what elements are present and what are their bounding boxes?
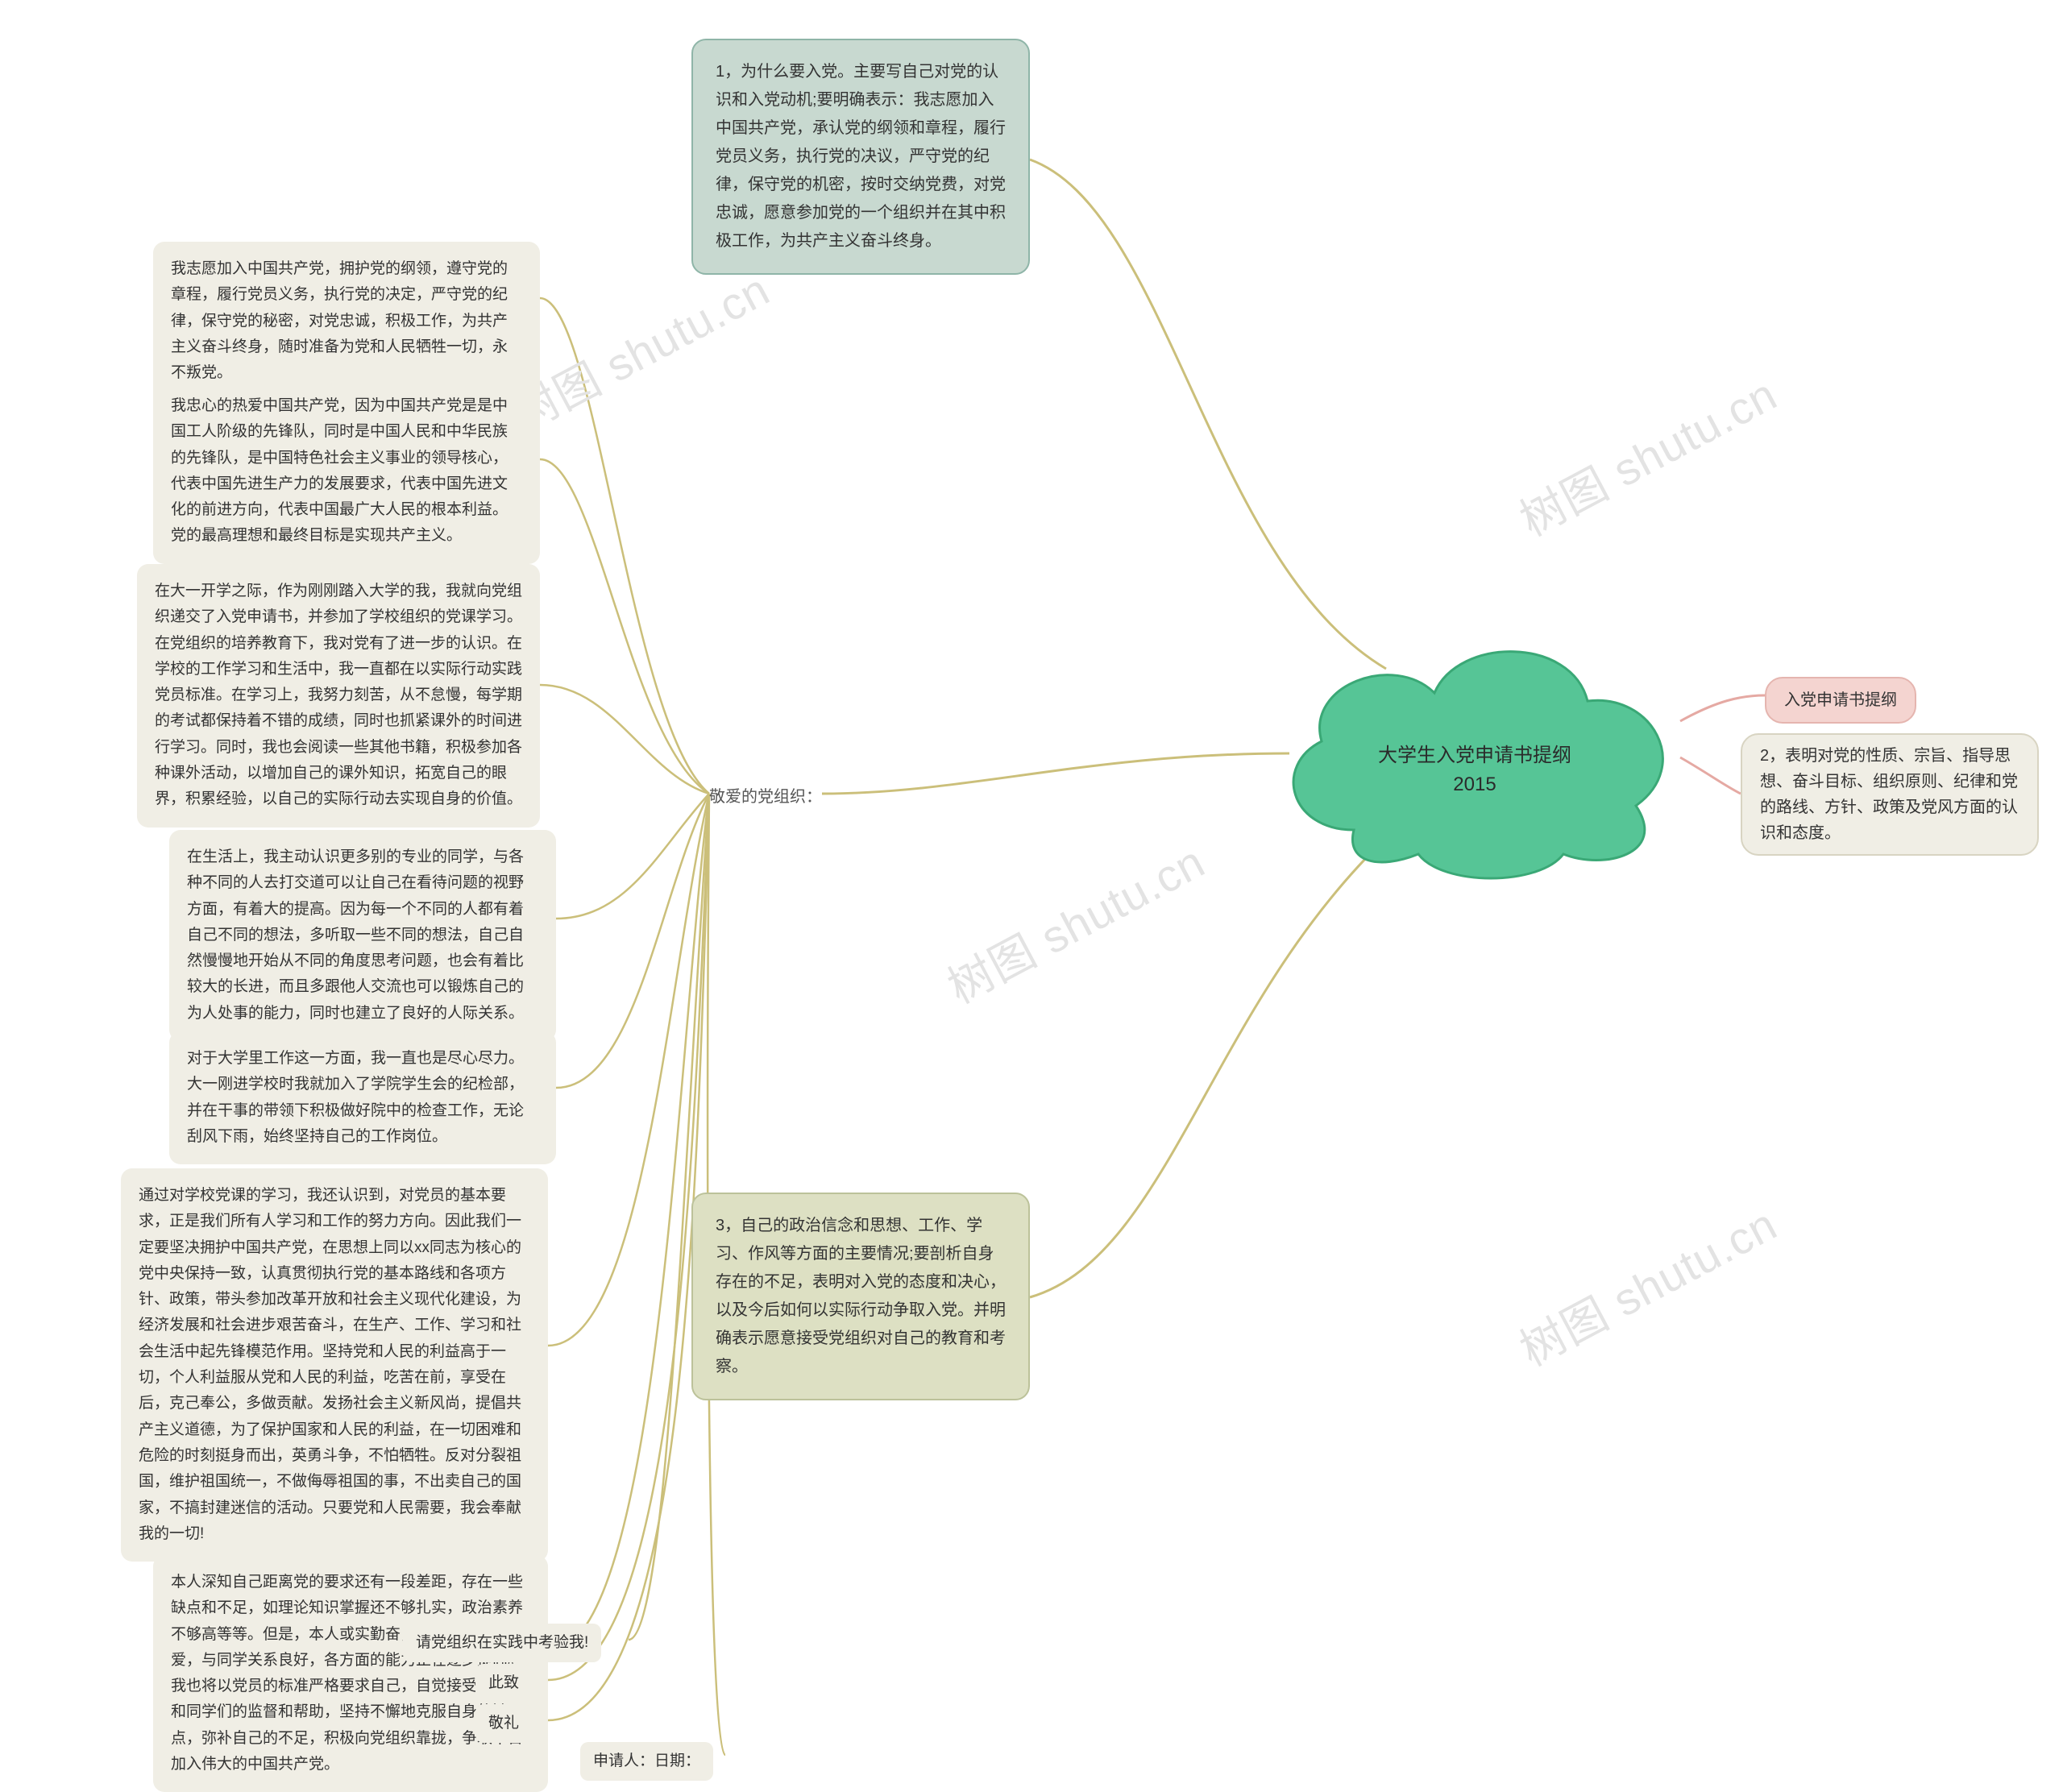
bubble-1: 1，为什么要入党。主要写自己对党的认识和入党动机;要明确表示：我志愿加入中国共产… (691, 39, 1030, 275)
small-leaf-node: 敬礼 (475, 1704, 532, 1743)
watermark: 树图 shutu.cn (935, 827, 1214, 1017)
watermark: 树图 shutu.cn (1507, 359, 1787, 550)
leaf-node: 我忠心的热爱中国共产党，因为中国共产党是是中国工人阶级的先锋队，同时是中国人民和… (153, 379, 540, 564)
small-leaf-node: 请党组织在实践中考验我! (403, 1624, 601, 1662)
leaf-node: 在生活上，我主动认识更多别的专业的同学，与各种不同的人去打交道可以让自己在看待问… (169, 830, 556, 1041)
small-leaf-node: 申请人：日期： (580, 1742, 713, 1781)
right-pill-1: 入党申请书提纲 (1765, 677, 1916, 724)
leaf-node: 通过对学校党课的学习，我还认识到，对党员的基本要求，正是我们所有人学习和工作的努… (121, 1168, 548, 1562)
right-pill-2: 2，表明对党的性质、宗旨、指导思想、奋斗目标、组织原则、纪律和党的路线、方针、政… (1741, 733, 2039, 856)
root-cloud: 大学生入党申请书提纲2015 (1265, 620, 1684, 886)
root-label: 大学生入党申请书提纲2015 (1370, 741, 1579, 799)
bubble-3: 3，自己的政治信念和思想、工作、学习、作风等方面的主要情况;要剖析自身存在的不足… (691, 1193, 1030, 1400)
watermark: 树图 shutu.cn (500, 255, 779, 445)
watermark: 树图 shutu.cn (1507, 1189, 1787, 1379)
leaf-node: 在大一开学之际，作为刚刚踏入大学的我，我就向党组织递交了入党申请书，并参加了学校… (137, 564, 540, 828)
leaf-node: 我志愿加入中国共产党，拥护党的纲领，遵守党的章程，履行党员义务，执行党的决定，严… (153, 242, 540, 400)
leaf-node: 对于大学里工作这一方面，我一直也是尽心尽力。大一刚进学校时我就加入了学院学生会的… (169, 1031, 556, 1164)
small-leaf-node: 此致 (475, 1664, 532, 1703)
mid-branch-label: 敬爱的党组织： (709, 783, 822, 807)
